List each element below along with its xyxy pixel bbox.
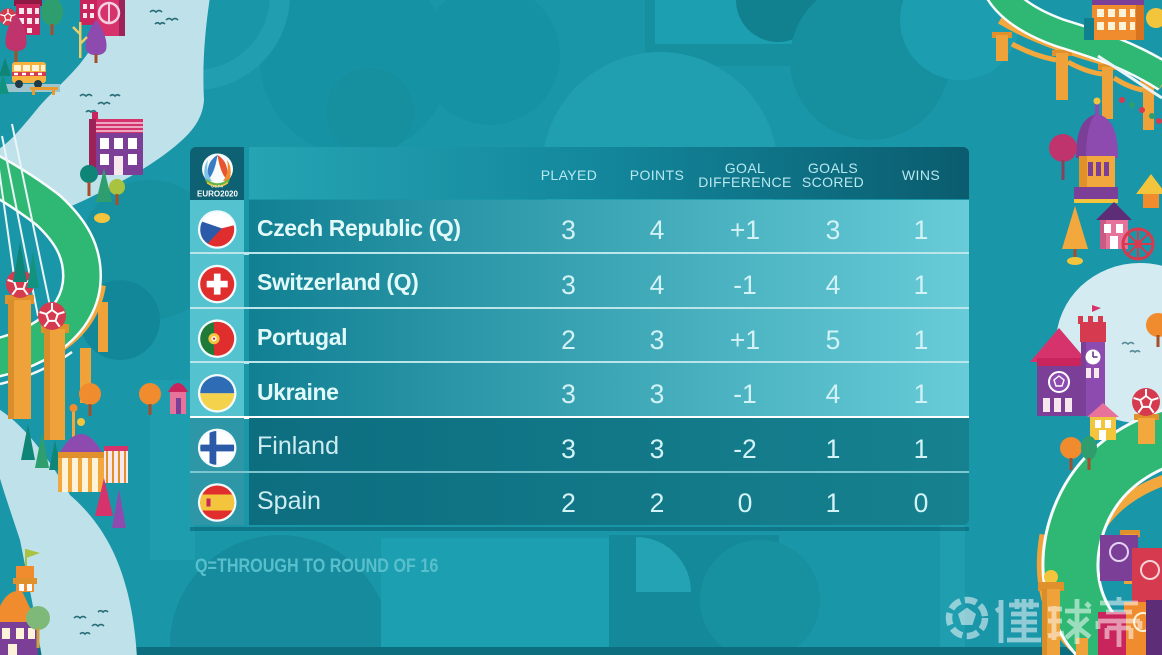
svg-text:UEFA: UEFA: [211, 184, 224, 189]
svg-text:EURO2020: EURO2020: [197, 190, 238, 199]
